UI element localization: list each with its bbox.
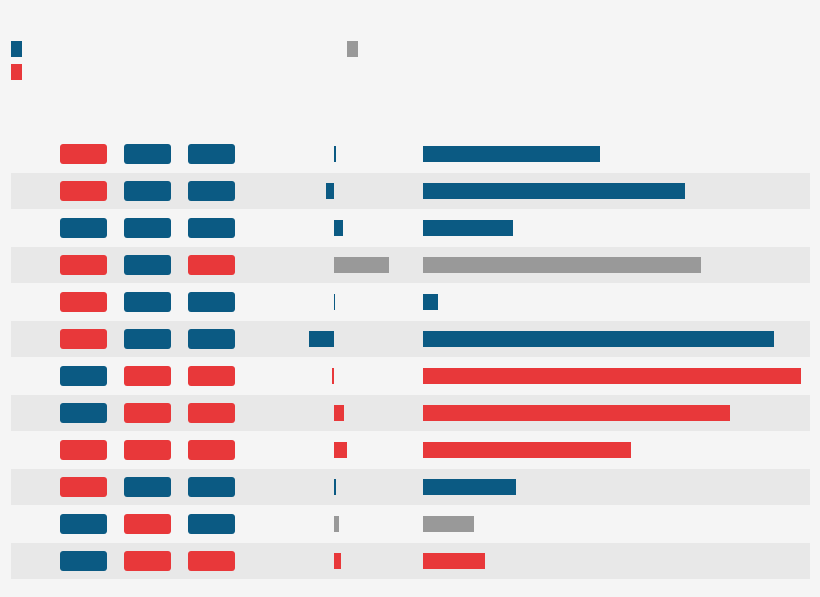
legend-swatch xyxy=(11,41,22,57)
bar xyxy=(423,220,513,236)
status-pill xyxy=(188,181,235,201)
status-pill xyxy=(60,514,107,534)
status-pill xyxy=(188,366,235,386)
bar xyxy=(423,479,516,495)
legend-swatch xyxy=(11,64,22,80)
bar xyxy=(423,405,730,421)
status-pill xyxy=(124,366,171,386)
shift-bar xyxy=(334,442,347,458)
shift-bar xyxy=(334,405,344,421)
status-pill xyxy=(188,218,235,238)
status-pill xyxy=(60,181,107,201)
shift-bar xyxy=(334,479,336,495)
status-pill xyxy=(188,144,235,164)
bar xyxy=(423,442,631,458)
status-pill xyxy=(188,255,235,275)
shift-bar xyxy=(334,516,339,532)
bar xyxy=(423,146,600,162)
shift-bar xyxy=(334,220,343,236)
status-pill xyxy=(60,218,107,238)
status-pill xyxy=(60,551,107,571)
status-pill xyxy=(124,440,171,460)
status-pill xyxy=(60,144,107,164)
bar xyxy=(423,553,485,569)
shift-bar xyxy=(334,294,335,310)
status-pill xyxy=(124,551,171,571)
status-pill xyxy=(60,255,107,275)
status-pill xyxy=(60,477,107,497)
bar xyxy=(423,257,701,273)
status-pill xyxy=(60,403,107,423)
status-pill xyxy=(188,403,235,423)
shift-bar xyxy=(332,368,334,384)
status-pill xyxy=(124,181,171,201)
status-pill xyxy=(124,292,171,312)
shift-bar xyxy=(309,331,334,347)
status-pill xyxy=(124,477,171,497)
status-pill xyxy=(60,292,107,312)
bar xyxy=(423,516,474,532)
status-pill xyxy=(124,403,171,423)
status-pill xyxy=(124,255,171,275)
shift-bar xyxy=(334,257,389,273)
status-pill xyxy=(124,218,171,238)
status-pill xyxy=(60,440,107,460)
status-pill xyxy=(188,477,235,497)
status-pill xyxy=(188,329,235,349)
status-pill xyxy=(188,551,235,571)
bar xyxy=(423,294,438,310)
shift-bar xyxy=(326,183,334,199)
bar xyxy=(423,183,685,199)
status-pill xyxy=(60,329,107,349)
status-pill xyxy=(188,440,235,460)
legend-swatch xyxy=(347,41,358,57)
shift-bar xyxy=(334,553,341,569)
status-pill xyxy=(124,514,171,534)
status-pill xyxy=(60,366,107,386)
status-pill xyxy=(188,514,235,534)
status-pill xyxy=(188,292,235,312)
status-pill xyxy=(124,144,171,164)
bar xyxy=(423,331,774,347)
status-pill xyxy=(124,329,171,349)
bar xyxy=(423,368,801,384)
shift-bar xyxy=(334,146,336,162)
